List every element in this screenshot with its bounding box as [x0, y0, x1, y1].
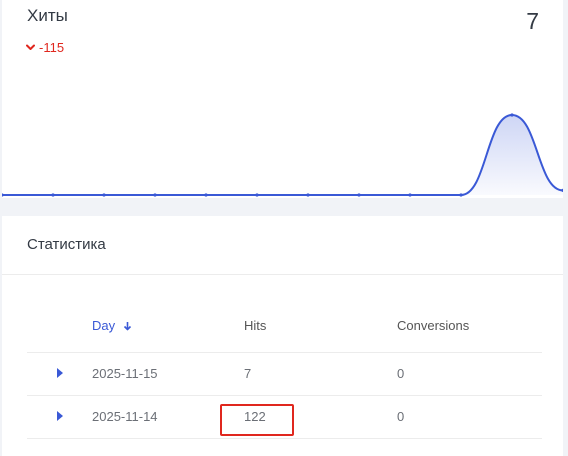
- table-row: 2025-11-15 7 0: [27, 353, 542, 396]
- column-header-day-label: Day: [92, 318, 116, 333]
- row-day: 2025-11-15: [92, 366, 158, 381]
- sparkline-point: [255, 193, 259, 197]
- row-hits: 7: [244, 366, 252, 381]
- row-hits: 122: [244, 409, 266, 424]
- sparkline-fill: [2, 115, 563, 195]
- highlight-box: [220, 404, 294, 436]
- chevron-down-icon: [26, 44, 35, 50]
- row-conversions: 0: [397, 366, 405, 381]
- statistics-title: Статистика: [27, 236, 106, 253]
- sparkline-point: [204, 193, 208, 197]
- sparkline-point: [102, 193, 106, 197]
- sparkline-point: [306, 193, 310, 197]
- caret-right-icon[interactable]: [57, 411, 63, 421]
- column-header-day[interactable]: Day: [92, 309, 132, 343]
- column-header-conversions[interactable]: Conversions: [397, 318, 470, 333]
- divider: [2, 274, 563, 275]
- sparkline-point: [408, 193, 412, 197]
- table-header-row: Day Hits Conversions: [27, 309, 542, 353]
- statistics-table: Day Hits Conversions 2025-11-15 7 0 2025…: [27, 309, 542, 439]
- hits-count: 7: [526, 8, 539, 34]
- sparkline-point: [357, 193, 361, 197]
- sparkline-point: [2, 193, 4, 197]
- hits-delta-value: -115: [39, 40, 65, 55]
- caret-right-icon[interactable]: [57, 368, 63, 378]
- table-row: 2025-11-14 122 0: [27, 396, 542, 439]
- sparkline-point: [153, 193, 157, 197]
- sparkline-point: [561, 188, 563, 193]
- sparkline-point: [459, 193, 463, 197]
- hits-title: Хиты: [27, 6, 68, 25]
- hits-sparkline: [2, 113, 563, 197]
- row-day: 2025-11-14: [92, 409, 158, 424]
- sparkline-point: [510, 113, 514, 117]
- hits-delta: -115: [26, 40, 64, 55]
- hits-card: Хиты 7 -115: [2, 0, 563, 198]
- row-conversions: 0: [397, 409, 405, 424]
- sparkline-point: [51, 193, 55, 197]
- statistics-card: Статистика Day Hits Conversions 2025-11-…: [2, 216, 563, 456]
- column-header-hits[interactable]: Hits: [244, 318, 267, 333]
- arrow-down-icon: [124, 322, 132, 331]
